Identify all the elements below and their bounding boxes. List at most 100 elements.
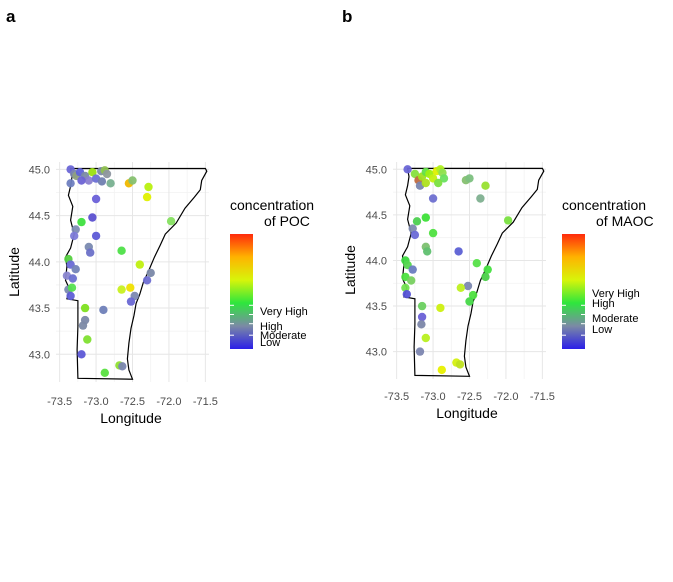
data-point xyxy=(472,259,481,268)
data-point xyxy=(423,247,432,256)
panel-label: b xyxy=(342,7,352,26)
x-axis-title: Longitude xyxy=(436,405,498,421)
x-tick-label: -71.5 xyxy=(530,391,555,403)
data-point xyxy=(481,181,490,190)
data-point xyxy=(83,335,92,344)
y-tick-label: 43.0 xyxy=(29,349,50,361)
data-point xyxy=(421,178,430,188)
data-point xyxy=(66,179,75,188)
data-point xyxy=(166,217,176,226)
x-tick-labels: -73.5 -73.0 -72.5 -72.0 -71.5 xyxy=(384,391,555,403)
legend-level-very-high: Very High xyxy=(592,288,640,300)
data-point xyxy=(463,281,473,291)
legend-title-line-2: of MAOC xyxy=(596,213,654,229)
data-point xyxy=(77,350,86,359)
color-legend: concentration of POC Very High High Mode… xyxy=(230,197,314,349)
data-point xyxy=(401,283,410,292)
y-axis-title: Latitude xyxy=(6,247,22,297)
data-point xyxy=(146,268,155,278)
data-point xyxy=(71,265,80,274)
data-point xyxy=(454,247,463,256)
data-point xyxy=(476,194,485,203)
y-axis-title: Latitude xyxy=(342,245,358,295)
data-point xyxy=(407,276,416,285)
data-point xyxy=(437,365,446,375)
data-point xyxy=(403,165,412,174)
x-tick-label: -72.5 xyxy=(120,396,145,408)
x-tick-labels: -73.5 -73.0 -72.5 -72.0 -71.5 xyxy=(47,396,218,408)
data-point xyxy=(117,246,126,255)
data-point xyxy=(456,283,465,292)
data-point xyxy=(481,272,490,282)
data-point xyxy=(86,248,95,257)
data-point xyxy=(144,182,153,192)
legend-title-line-1: concentration xyxy=(562,197,646,213)
y-tick-label: 44.5 xyxy=(366,210,387,222)
data-point xyxy=(465,297,474,306)
legend-level-low: Low xyxy=(592,324,612,336)
y-tick-label: 45.0 xyxy=(29,164,50,176)
x-tick-label: -73.0 xyxy=(421,391,446,403)
vermont-outline xyxy=(401,167,545,377)
legend-level-very-high: Very High xyxy=(260,306,308,318)
panel-label: a xyxy=(6,7,16,26)
data-point xyxy=(126,297,136,306)
data-point xyxy=(88,213,97,222)
data-point xyxy=(417,301,427,311)
data-point xyxy=(91,194,101,204)
data-point xyxy=(428,228,438,238)
data-point xyxy=(421,213,430,222)
data-point xyxy=(126,283,135,292)
data-point xyxy=(128,176,137,185)
data-point xyxy=(439,174,449,183)
x-tick-label: -72.0 xyxy=(156,396,181,408)
data-point xyxy=(468,290,478,300)
data-point xyxy=(68,274,78,283)
data-point xyxy=(417,312,427,322)
data-point xyxy=(102,169,112,179)
data-point xyxy=(66,291,75,301)
x-tick-label: -71.5 xyxy=(193,396,218,408)
x-tick-label: -72.5 xyxy=(457,391,482,403)
data-point xyxy=(436,303,445,313)
data-point xyxy=(135,260,144,269)
data-point xyxy=(428,194,438,203)
y-tick-labels: 43.0 43.5 44.0 44.5 45.0 xyxy=(29,164,50,361)
y-tick-label: 43.5 xyxy=(366,301,387,313)
y-tick-label: 43.5 xyxy=(29,303,50,315)
x-tick-label: -73.5 xyxy=(384,391,409,403)
data-point xyxy=(100,368,110,377)
data-point xyxy=(503,216,513,225)
legend-ticks xyxy=(230,304,253,336)
legend-colorbar xyxy=(230,234,253,349)
data-point xyxy=(408,224,417,233)
data-point xyxy=(71,225,80,234)
y-tick-label: 45.0 xyxy=(366,164,387,176)
panel-b: b -73.5 -73.0 -72.5 -72.0 -71.5 43.0 43.5 44.0… xyxy=(342,7,654,421)
x-tick-label: -73.0 xyxy=(84,396,109,408)
data-point xyxy=(88,168,97,177)
data-point xyxy=(434,178,443,188)
data-point xyxy=(142,276,152,285)
data-point xyxy=(77,217,86,227)
data-point xyxy=(483,265,492,274)
x-tick-label: -73.5 xyxy=(47,396,72,408)
data-point xyxy=(77,176,86,185)
legend-title-line-2: of POC xyxy=(264,213,310,229)
data-point xyxy=(91,231,101,241)
data-point xyxy=(106,179,115,188)
x-axis-title: Longitude xyxy=(100,410,162,426)
y-tick-label: 43.0 xyxy=(366,347,387,359)
data-point xyxy=(417,320,426,329)
legend-level-moderate: Moderate xyxy=(592,313,638,325)
legend-level-high: High xyxy=(592,298,615,310)
color-legend: concentration of MAOC Very High High Mod… xyxy=(562,197,654,349)
data-point xyxy=(80,303,90,313)
x-tick-label: -72.0 xyxy=(493,391,518,403)
y-tick-labels: 43.0 43.5 44.0 44.5 45.0 xyxy=(366,164,387,358)
data-point xyxy=(117,285,126,294)
panel-a: a -73.5 -73.0 -72.5 -72.0 -71.5 43.0 43.5 44.0… xyxy=(6,7,314,426)
legend-ticks xyxy=(562,304,585,336)
y-tick-label: 44.0 xyxy=(29,257,50,269)
